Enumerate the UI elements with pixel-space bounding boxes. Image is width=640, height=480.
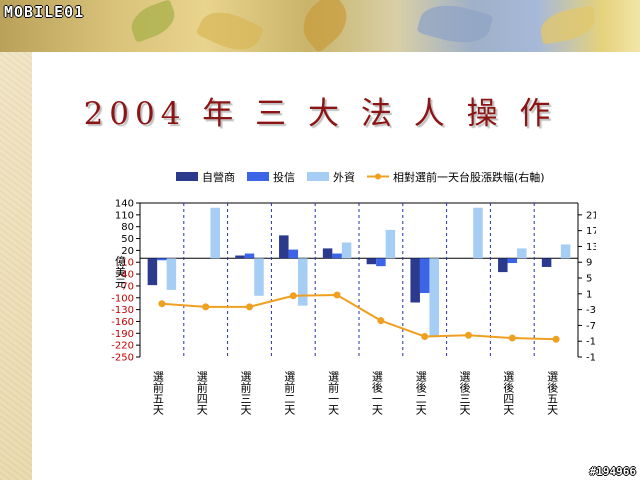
bar-foreign [473, 207, 483, 259]
bar-dealer [235, 255, 245, 259]
index-change-point [333, 291, 341, 299]
y-tick-label: -160 [111, 317, 134, 328]
y2-tick-label: 21 [586, 210, 596, 221]
bar-foreign [298, 258, 308, 306]
category-label: 選後三天 [458, 371, 471, 416]
y-tick-label: 50 [121, 234, 134, 245]
index-change-point [202, 303, 210, 311]
index-change-point [377, 317, 385, 325]
bar-foreign [166, 258, 177, 290]
category-label: 選後二天 [414, 371, 427, 416]
index-change-point [508, 334, 516, 342]
leaf-decoration [537, 5, 599, 45]
index-change-point [552, 335, 560, 343]
y-tick-label: 110 [115, 210, 134, 221]
y-tick-label: -100 [111, 293, 134, 304]
index-change-point [246, 303, 253, 311]
y-tick-label: -70 [118, 281, 134, 292]
bar-trust [507, 258, 518, 264]
bar-foreign [560, 244, 571, 259]
bar-dealer [410, 258, 420, 303]
leaf-decoration [292, 0, 358, 54]
image-id-watermark: #194966 [589, 465, 636, 478]
index-change-point [465, 331, 472, 339]
chart-container: 自營商 投信 外資 相對選前一天台股漲跌幅(右軸) 140 110 80 50 20 -10 -40… [80, 160, 596, 450]
header-banner [0, 0, 640, 60]
bar-foreign [210, 207, 220, 259]
bar-dealer [147, 258, 158, 286]
y2-tick-label: 13 [586, 242, 596, 253]
leaf-decoration [416, 0, 494, 51]
bar-dealer [322, 248, 333, 259]
category-label: 選前四天 [195, 371, 208, 416]
y-tick-label: -190 [111, 329, 134, 340]
bar-trust [332, 253, 342, 259]
bar-trust [157, 258, 167, 261]
bar-dealer [366, 258, 377, 265]
legend-label: 外資 [333, 171, 355, 184]
legend-label: 投信 [273, 170, 295, 184]
category-label: 選前一天 [327, 371, 340, 416]
y2-tick-label: -15 [586, 353, 596, 364]
category-label: 選前三天 [239, 371, 252, 416]
legend-swatch-marker [375, 173, 381, 180]
leaf-decoration [126, 0, 180, 43]
page-title: 2004 年 三 大 法 人 操 作 [83, 96, 557, 132]
y-tick-label: -220 [111, 341, 134, 352]
bar-trust [244, 253, 255, 259]
category-label: 選前五天 [151, 371, 164, 416]
y-axis-title: 億美元 [114, 255, 127, 288]
legend-label: 自營商 [202, 170, 235, 184]
y2-tick-label: 9 [586, 258, 592, 269]
category-label: 選後四天 [502, 371, 515, 416]
y-tick-label: -10 [118, 258, 134, 269]
bar-trust [288, 249, 299, 259]
y-tick-label: 80 [121, 222, 134, 233]
index-change-point [158, 300, 166, 308]
y2-tick-label: -7 [586, 321, 596, 332]
index-change-point [289, 292, 297, 300]
site-logo: MOBILE01 [4, 3, 85, 21]
y2-tick-label: 1 [586, 289, 592, 300]
bar-foreign [517, 248, 527, 259]
bar-foreign [254, 258, 264, 296]
index-change-point [421, 332, 429, 340]
y-tick-label: 140 [115, 199, 134, 210]
y-tick-label: -130 [111, 305, 134, 316]
legend-label: 相對選前一天台股漲跌幅(右軸) [393, 170, 545, 184]
category-label: 選後五天 [546, 371, 559, 416]
legend-swatch [307, 172, 329, 181]
index-change-line [161, 294, 557, 341]
leaf-decoration [195, 2, 265, 60]
bar-dealer [279, 235, 289, 259]
y-tick-label: -40 [118, 270, 134, 281]
y2-tick-label: -11 [586, 337, 596, 348]
y2-tick-label: -3 [586, 305, 596, 316]
combo-chart: 自營商 投信 外資 相對選前一天台股漲跌幅(右軸) 140110805020-10-40… [111, 170, 596, 416]
bar-dealer [498, 258, 508, 273]
y-tick-label: -250 [111, 353, 134, 364]
y2-tick-label: 17 [586, 226, 596, 237]
bar-trust [376, 258, 386, 267]
bar-foreign [385, 229, 396, 259]
bar-foreign [341, 242, 352, 259]
bar-trust [419, 258, 430, 294]
bar-foreign [429, 258, 439, 338]
category-label: 選後一天 [370, 371, 383, 416]
y2-tick-label: 5 [586, 274, 592, 285]
y-tick-label: 20 [121, 246, 134, 257]
legend-swatch [176, 172, 198, 181]
category-label: 選前二天 [283, 371, 296, 416]
legend-swatch [247, 172, 269, 181]
bar-dealer [541, 258, 552, 267]
